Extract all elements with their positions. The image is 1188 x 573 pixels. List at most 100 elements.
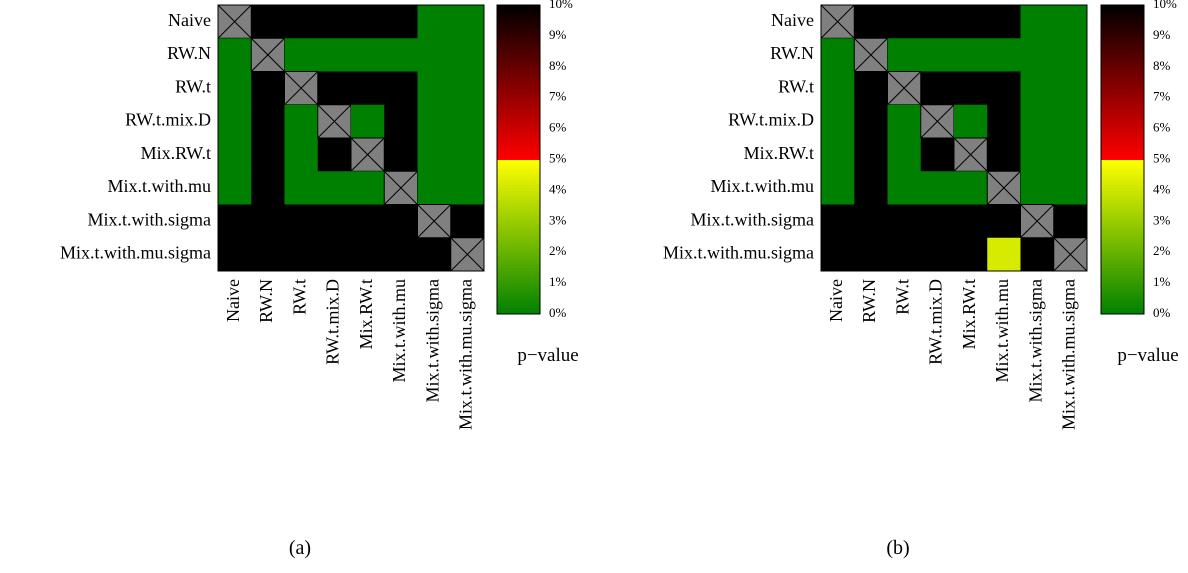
heatmap-cell bbox=[251, 171, 285, 205]
colorbar-segment bbox=[497, 82, 540, 86]
heatmap-cell bbox=[317, 138, 352, 172]
colorbar-segment bbox=[1101, 122, 1144, 127]
colorbar-segment bbox=[497, 242, 540, 247]
colorbar-segment bbox=[1101, 69, 1144, 74]
colorbar-segment bbox=[1101, 255, 1144, 259]
heatmap-cell bbox=[450, 71, 485, 106]
column-labels: Naive RW.N RW.t RW.t.mix.D Mix.RW.t Mix.t.wit… bbox=[826, 279, 1079, 430]
colorbar-segment bbox=[1101, 270, 1144, 275]
colorbar-segment bbox=[1101, 5, 1144, 9]
colorbar-segment bbox=[497, 26, 540, 31]
colorbar-segment bbox=[497, 295, 540, 300]
colorbar-segment bbox=[497, 267, 540, 272]
colorbar-tick-label: 3% bbox=[549, 212, 567, 227]
colorbar-segment bbox=[497, 174, 540, 179]
colorbar-segment bbox=[497, 29, 540, 34]
colorbar-segment bbox=[497, 79, 540, 83]
colorbar-tick-label: 6% bbox=[549, 120, 567, 135]
heatmap-cell bbox=[218, 204, 252, 239]
diagonal-cell bbox=[920, 104, 955, 139]
colorbar-segment bbox=[497, 63, 540, 68]
colorbar-segment bbox=[1101, 20, 1144, 25]
colorbar-segment bbox=[1101, 215, 1144, 219]
heatmap-cell bbox=[251, 5, 285, 39]
heatmap-cell bbox=[1053, 138, 1088, 172]
colorbar-segment bbox=[497, 202, 540, 207]
heatmap-cell bbox=[854, 71, 888, 106]
colorbar-segment bbox=[1101, 184, 1144, 188]
colorbar-segment bbox=[1101, 193, 1144, 198]
heatmap-cell bbox=[284, 5, 319, 39]
colorbar-segment bbox=[497, 69, 540, 74]
colorbar-segment bbox=[497, 178, 540, 182]
colorbar-segment bbox=[1101, 178, 1144, 182]
colorbar-segment bbox=[497, 32, 540, 37]
heatmap-cell bbox=[987, 38, 1021, 72]
colorbar-segment bbox=[497, 224, 540, 228]
heatmap-cell bbox=[1020, 237, 1055, 272]
colorbar-segment bbox=[497, 100, 540, 105]
colorbar-segment bbox=[497, 116, 540, 120]
heatmap-cell bbox=[384, 237, 418, 272]
heatmap-cell bbox=[920, 237, 955, 272]
heatmap-panel-b: Naive RW.N RW.t RW.t.mix.D Mix.RW.t Mix.t.wit… bbox=[663, 0, 1179, 559]
colorbar-segment bbox=[497, 106, 540, 111]
heatmap-cell bbox=[821, 104, 855, 139]
colorbar-segment bbox=[1101, 147, 1144, 151]
colorbar-segment bbox=[1101, 239, 1144, 244]
colorbar-segment bbox=[1101, 119, 1144, 123]
column-label: Mix.t.with.sigma bbox=[422, 279, 442, 403]
colorbar-segment bbox=[1101, 17, 1144, 21]
heatmap-cell bbox=[351, 71, 385, 106]
colorbar-segment bbox=[497, 270, 540, 275]
colorbar-segment bbox=[497, 54, 540, 59]
heatmap-cell bbox=[317, 38, 352, 72]
colorbar-segment bbox=[497, 165, 540, 170]
heatmap-cell bbox=[854, 138, 888, 172]
colorbar-tick-label: 9% bbox=[549, 27, 567, 42]
colorbar-segment bbox=[1101, 88, 1144, 93]
heatmap-cell bbox=[218, 71, 252, 106]
colorbar-segment bbox=[1101, 310, 1144, 315]
colorbar-segment bbox=[497, 162, 540, 167]
heatmap-cell bbox=[1053, 71, 1088, 106]
colorbar-segment bbox=[1101, 298, 1144, 303]
colorbar-segment bbox=[1101, 304, 1144, 309]
colorbar-segment bbox=[497, 159, 540, 164]
diagonal-cell bbox=[317, 104, 352, 139]
colorbar-tick-label: 4% bbox=[549, 181, 567, 196]
diagonal-cell bbox=[953, 137, 988, 172]
colorbar-segment bbox=[497, 171, 540, 176]
colorbar-segment bbox=[497, 307, 540, 312]
heatmap-cell bbox=[954, 204, 988, 239]
heatmap-cell bbox=[821, 237, 855, 272]
heatmap-cell bbox=[251, 71, 285, 106]
colorbar-segment bbox=[497, 113, 540, 117]
heatmap-cell bbox=[987, 138, 1021, 172]
heatmap-cell bbox=[384, 138, 418, 172]
panel-caption: (b) bbox=[886, 537, 909, 559]
heatmap-cell bbox=[920, 171, 955, 205]
colorbar-segment bbox=[1101, 165, 1144, 170]
colorbar-segment bbox=[1101, 128, 1144, 133]
heatmap-cell bbox=[450, 138, 485, 172]
heatmap-cell bbox=[987, 204, 1021, 239]
colorbar-tick-label: 2% bbox=[1153, 243, 1171, 258]
colorbar-segment bbox=[1101, 113, 1144, 117]
colorbar-segment bbox=[1101, 140, 1144, 145]
colorbar-segment bbox=[1101, 261, 1144, 266]
heatmap-cell bbox=[384, 204, 418, 239]
colorbar-segment bbox=[1101, 276, 1144, 281]
colorbar-segment bbox=[1101, 8, 1144, 12]
row-label: Mix.t.with.mu bbox=[710, 176, 814, 196]
heatmap-cell bbox=[417, 171, 452, 205]
colorbar-segment bbox=[1101, 72, 1144, 77]
heatmap-cell bbox=[987, 237, 1021, 272]
heatmap-cell bbox=[317, 5, 352, 39]
colorbar-segment bbox=[497, 258, 540, 262]
colorbar-title: p−value bbox=[517, 345, 578, 366]
heatmap-cell bbox=[351, 237, 385, 272]
colorbar-segment bbox=[1101, 283, 1144, 287]
colorbar-segment bbox=[497, 125, 540, 130]
heatmap-cell bbox=[920, 38, 955, 72]
